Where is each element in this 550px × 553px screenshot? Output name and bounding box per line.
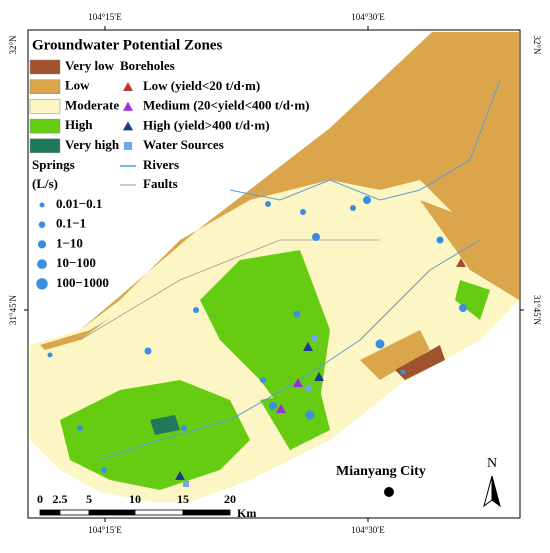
spring-label: 100−1000 xyxy=(56,275,109,290)
spring-label: 10−100 xyxy=(56,255,96,270)
north-label: N xyxy=(487,456,497,471)
coord-label: 104°15′E xyxy=(88,12,122,22)
river-label: Rivers xyxy=(143,157,179,172)
zone-label: High xyxy=(65,117,93,132)
scale-segment xyxy=(59,509,90,516)
coord-label: 31°45′N xyxy=(8,294,18,325)
north-arrow xyxy=(483,475,501,508)
coord-label: 104°30′E xyxy=(351,525,385,535)
scale-label: 2.5 xyxy=(53,492,68,506)
coord-label: 32°N xyxy=(532,35,542,55)
zone-label: Very high xyxy=(65,137,120,152)
zone-label: Low xyxy=(65,78,90,93)
coord-label: 32°N xyxy=(8,35,18,55)
spring-symbol xyxy=(37,240,47,249)
spring-label: 1−10 xyxy=(56,235,83,250)
legend-heading: Boreholes xyxy=(120,58,175,73)
scale-segment xyxy=(182,509,231,516)
legend-heading: (L/s) xyxy=(32,176,58,191)
scale-label: 5 xyxy=(86,492,92,506)
frame-ticks xyxy=(24,26,524,522)
borehole-symbol xyxy=(123,82,133,91)
scale-label: 15 xyxy=(177,492,189,506)
spring-symbol xyxy=(37,259,47,269)
zone-swatch xyxy=(29,79,61,94)
legend-title: Groundwater Potential Zones xyxy=(32,37,222,53)
water-source-symbol xyxy=(124,142,132,150)
zone-swatch xyxy=(29,59,61,75)
scale-segment xyxy=(134,509,184,516)
water-source-label: Water Sources xyxy=(143,137,224,152)
borehole-label: Medium (20<yield<400 t/d·m) xyxy=(143,98,309,113)
zone-swatch xyxy=(29,138,61,154)
spring-label: 0.01−0.1 xyxy=(56,196,102,211)
scale-label: 0 xyxy=(37,492,43,506)
coord-label: 104°30′E xyxy=(351,12,385,22)
scale-unit: Km xyxy=(237,506,256,520)
scale-segment xyxy=(88,509,136,516)
zone-label: Moderate xyxy=(65,97,119,112)
city-label: Mianyang City xyxy=(336,464,426,479)
coord-label: 104°15′E xyxy=(88,525,122,535)
zone-label: Very low xyxy=(65,58,115,73)
zone-swatch xyxy=(29,99,61,114)
coord-label: 31°45′N xyxy=(532,295,542,326)
fault-label: Faults xyxy=(143,176,178,191)
scale-segment xyxy=(39,509,61,516)
city-marker xyxy=(384,487,394,497)
spring-symbol xyxy=(36,278,48,290)
scale-label: 10 xyxy=(129,492,141,506)
zone-swatch xyxy=(29,118,61,134)
spring-label: 0.1−1 xyxy=(56,216,86,231)
boreholes-on-map xyxy=(175,258,466,487)
springs-on-map xyxy=(47,196,467,473)
legend-heading: Springs xyxy=(32,157,75,172)
borehole-label: Low (yield<20 t/d·m) xyxy=(143,78,260,93)
borehole-label: High (yield>400 t/d·m) xyxy=(143,117,270,132)
study-area xyxy=(30,32,519,502)
borehole-symbol xyxy=(123,121,133,131)
spring-symbol xyxy=(38,221,46,228)
spring-symbol xyxy=(39,202,45,208)
scale-label: 20 xyxy=(224,492,236,506)
borehole-symbol xyxy=(123,101,133,111)
